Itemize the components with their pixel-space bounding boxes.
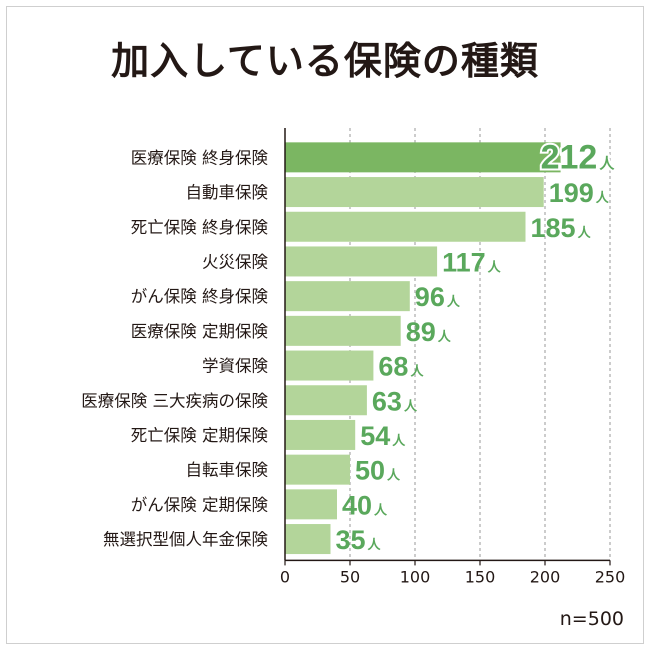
data-label: 63 人 xyxy=(372,386,418,416)
category-label: 自動車保険 xyxy=(186,183,269,202)
category-label: 火災保険 xyxy=(202,252,269,271)
category-label: 学資保険 xyxy=(202,357,269,376)
data-label-unit: 人 xyxy=(596,190,610,205)
category-label: 医療保険 三大疾病の保険 xyxy=(81,391,268,410)
category-label: 無選択型個人年金保険 xyxy=(103,530,269,549)
bar xyxy=(285,350,374,381)
data-label: 199 人 xyxy=(549,178,610,208)
data-label: 40 人 xyxy=(342,490,388,520)
data-label-unit: 人 xyxy=(392,433,406,448)
data-label-unit: 人 xyxy=(599,155,615,172)
x-tick-label: 250 xyxy=(595,567,626,586)
chart-title: 加入している保険の種類 xyxy=(111,39,539,83)
category-label: 自転車保険 xyxy=(186,461,269,480)
data-label-unit: 人 xyxy=(368,537,382,552)
category-label: がん保険 定期保険 xyxy=(131,495,269,514)
data-label: 89 人 xyxy=(406,317,452,347)
category-label: 死亡保険 定期保険 xyxy=(131,426,269,445)
category-label: 医療保険 定期保険 xyxy=(131,322,269,341)
bar xyxy=(285,385,367,416)
bar xyxy=(285,315,401,346)
data-label: 117 人 xyxy=(442,247,502,277)
data-label-unit: 人 xyxy=(438,329,452,344)
data-label-unit: 人 xyxy=(447,294,461,309)
category-label: がん保険 終身保険 xyxy=(131,287,269,306)
data-label-unit: 人 xyxy=(488,259,502,274)
data-label-unit: 人 xyxy=(387,468,401,483)
data-label: 68 人 xyxy=(378,352,424,382)
bar xyxy=(285,419,356,450)
data-label-unit: 人 xyxy=(410,364,424,379)
data-label: 35 人 xyxy=(336,525,382,555)
bar xyxy=(285,142,561,173)
x-tick-label: 150 xyxy=(465,567,496,586)
data-label-unit: 人 xyxy=(404,398,418,413)
bar xyxy=(285,524,331,555)
x-tick-label: 100 xyxy=(400,567,431,586)
data-label: 54 人 xyxy=(360,421,406,451)
category-label: 死亡保険 終身保険 xyxy=(131,218,269,237)
data-label: 185 人 xyxy=(531,213,592,243)
bar xyxy=(285,489,337,520)
bar xyxy=(285,246,438,277)
data-label: 96 人 xyxy=(415,282,461,312)
x-tick-label: 200 xyxy=(530,567,561,586)
data-label-unit: 人 xyxy=(578,225,592,240)
bar xyxy=(285,211,526,242)
sample-size-note: n=500 xyxy=(559,608,624,630)
data-label: 50 人 xyxy=(355,456,401,486)
category-label: 医療保険 終身保険 xyxy=(131,148,269,167)
data-label-unit: 人 xyxy=(374,502,388,517)
x-tick-label: 50 xyxy=(340,567,360,586)
bar xyxy=(285,177,544,208)
x-tick-label: 0 xyxy=(280,567,290,586)
data-label: 212 人 xyxy=(541,138,616,176)
bar xyxy=(285,281,410,312)
bar xyxy=(285,454,350,485)
